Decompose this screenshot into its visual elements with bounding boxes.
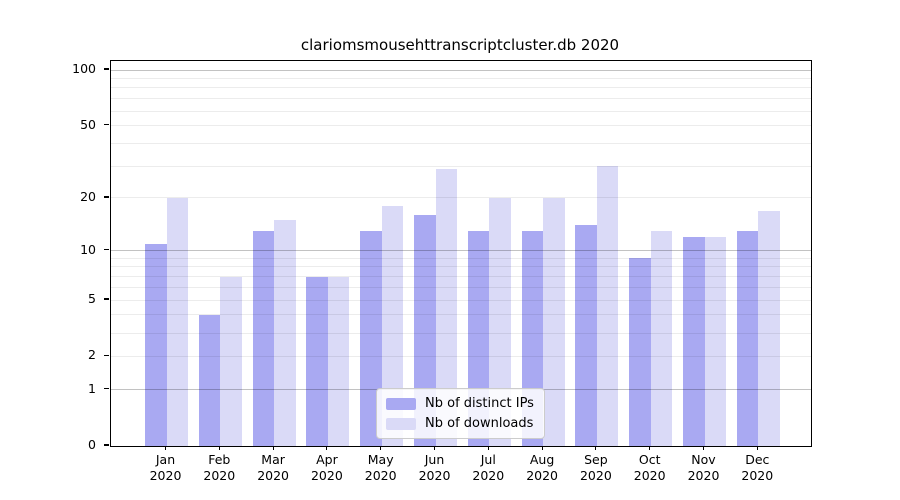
gridline-minor-60: [111, 110, 811, 112]
bar-nb-of-distinct-ips-dec: [736, 231, 759, 446]
x-tick-label-oct: Oct 2020: [633, 452, 666, 483]
gridline-minor-2: [111, 355, 811, 357]
y-tick-label-1: 1: [88, 380, 96, 396]
bar-nb-of-downloads-mar: [274, 220, 296, 446]
bar-nb-of-downloads-jul: [489, 197, 511, 446]
y-tick-mark-0: [104, 444, 109, 446]
x-tick-mark-apr: [326, 446, 328, 451]
bar-nb-of-downloads-may: [381, 206, 404, 446]
y-tick-mark-1: [104, 387, 109, 390]
gridline-minor-30: [111, 165, 811, 167]
x-tick-mark-mar: [272, 446, 274, 451]
legend-swatch-downloads: [386, 417, 416, 430]
y-tick-mark-100: [104, 68, 109, 70]
y-tick-label-0: 0: [88, 437, 96, 452]
y-tick-label-50: 50: [80, 116, 96, 132]
bar-nb-of-distinct-ips-feb: [198, 314, 221, 446]
gridline-minor-8: [111, 266, 811, 268]
bar-nb-of-downloads-dec: [758, 210, 780, 446]
x-tick-label-nov: Nov 2020: [687, 452, 720, 483]
bar-nb-of-downloads-aug: [543, 197, 565, 446]
y-tick-label-5: 5: [88, 291, 96, 307]
bar-nb-of-downloads-jun: [435, 168, 457, 446]
bar-nb-of-distinct-ips-mar: [252, 231, 275, 446]
x-tick-mark-sep: [595, 446, 597, 451]
gridline-minor-90: [111, 77, 811, 79]
gridline-minor-4: [111, 314, 811, 316]
bar-nb-of-downloads-feb: [220, 276, 242, 446]
gridline-minor-70: [111, 98, 811, 100]
x-tick-mark-may: [380, 446, 382, 451]
bar-nb-of-distinct-ips-jan: [145, 243, 167, 446]
x-tick-label-dec: Dec 2020: [741, 452, 774, 483]
y-tick-label-20: 20: [80, 188, 96, 204]
y-tick-label-100: 100: [72, 61, 96, 76]
y-tick-mark-50: [104, 124, 109, 126]
x-tick-label-jan: Jan 2020: [149, 452, 182, 483]
x-tick-mark-feb: [218, 446, 220, 451]
x-tick-mark-aug: [541, 446, 543, 451]
gridline-minor-7: [111, 276, 811, 278]
gridline-minor-6: [111, 286, 811, 288]
x-tick-mark-nov: [702, 446, 705, 451]
x-tick-label-aug: Aug 2020: [526, 452, 558, 483]
y-tick-mark-20: [104, 196, 109, 198]
x-tick-label-jun: Jun 2020: [418, 452, 451, 483]
gridline-minor-20: [111, 197, 811, 199]
gridline-minor-9: [111, 257, 811, 259]
bar-nb-of-downloads-nov: [704, 237, 726, 446]
y-tick-label-2: 2: [88, 347, 96, 363]
gridline-minor-5: [111, 299, 811, 301]
y-tick-label-10: 10: [80, 241, 96, 257]
bar-nb-of-distinct-ips-apr: [306, 276, 328, 446]
y-tick-mark-10: [104, 249, 109, 251]
x-tick-label-jul: Jul 2020: [472, 452, 505, 483]
x-tick-mark-jul: [487, 446, 489, 451]
plot-area: Nb of distinct IPs Nb of downloads: [110, 60, 812, 447]
gridline-minor-50: [111, 125, 811, 127]
gridline-major-100: [111, 69, 811, 71]
x-tick-label-mar: Mar 2020: [257, 452, 289, 483]
bar-nb-of-downloads-oct: [650, 231, 673, 446]
legend-row-distinct-ips: Nb of distinct IPs: [386, 396, 534, 411]
x-tick-label-feb: Feb 2020: [203, 452, 236, 483]
x-tick-mark-jun: [433, 446, 436, 451]
gridline-minor-3: [111, 332, 811, 334]
legend-label-downloads: Nb of downloads: [425, 416, 534, 431]
bar-nb-of-distinct-ips-nov: [683, 237, 705, 446]
bar-nb-of-downloads-sep: [596, 166, 619, 446]
x-tick-label-apr: Apr 2020: [310, 452, 343, 483]
x-tick-label-sep: Sep 2020: [579, 452, 612, 483]
bar-nb-of-distinct-ips-sep: [575, 225, 597, 446]
x-tick-mark-jan: [164, 446, 167, 451]
bar-nb-of-distinct-ips-oct: [629, 258, 651, 446]
legend: Nb of distinct IPs Nb of downloads: [376, 388, 545, 439]
gridline-minor-80: [111, 87, 811, 89]
y-tick-mark-2: [104, 354, 109, 357]
legend-swatch-distinct-ips: [386, 397, 416, 410]
gridline-major-10: [111, 250, 811, 252]
x-tick-label-may: May 2020: [364, 452, 397, 483]
legend-row-downloads: Nb of downloads: [386, 416, 534, 431]
legend-label-distinct-ips: Nb of distinct IPs: [425, 396, 534, 411]
gridline-minor-40: [111, 142, 811, 144]
bar-nb-of-downloads-apr: [327, 276, 350, 446]
x-tick-mark-oct: [649, 446, 651, 451]
chart-title: clariomsmousehttranscriptcluster.db 2020: [300, 36, 620, 54]
x-tick-mark-dec: [756, 446, 758, 451]
y-tick-mark-5: [104, 298, 109, 300]
bar-nb-of-downloads-jan: [166, 197, 188, 446]
